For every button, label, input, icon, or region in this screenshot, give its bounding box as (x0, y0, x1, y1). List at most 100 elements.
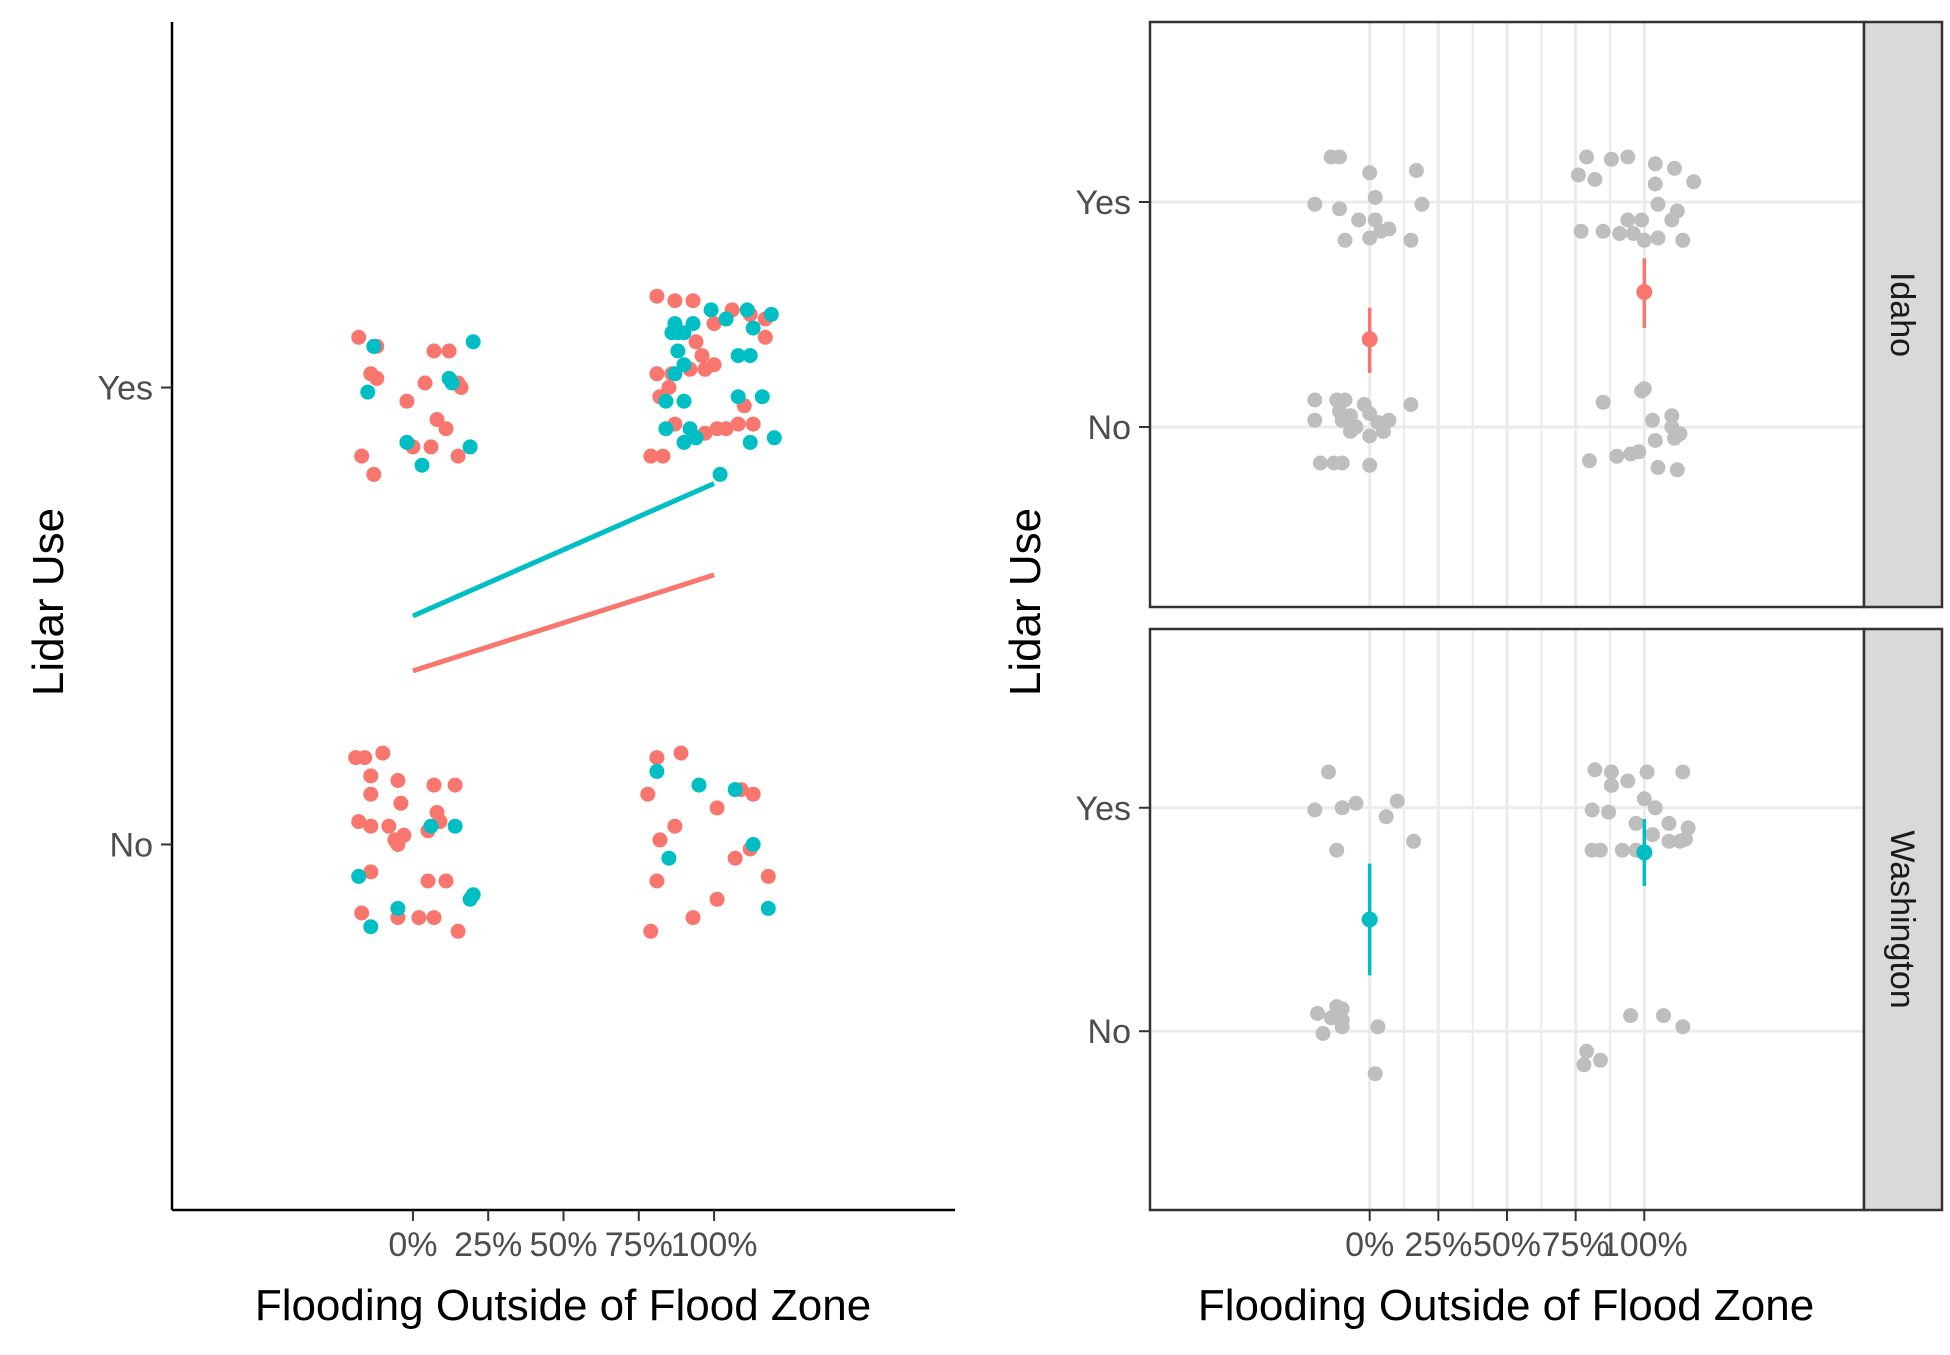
grey-point-0-48 (1381, 412, 1397, 428)
point-series-1-18 (670, 343, 686, 359)
point-series-0-51 (393, 795, 409, 811)
grey-point-1-2 (1334, 800, 1350, 816)
point-series-0-81 (709, 891, 725, 907)
point-series-1-30 (676, 434, 692, 450)
grey-point-0-4 (1307, 196, 1323, 212)
grey-point-0-17 (1620, 149, 1636, 165)
grey-point-0-45 (1334, 412, 1350, 428)
grey-point-0-21 (1587, 172, 1603, 187)
estimate-point-1 (1636, 844, 1653, 861)
point-series-1-7 (462, 439, 478, 455)
grey-point-0-70 (1669, 462, 1685, 478)
point-series-0-42 (655, 448, 671, 464)
point-series-1-19 (730, 348, 746, 364)
point-series-0-38 (718, 421, 734, 437)
right-x-tick-label: 100% (1601, 1226, 1688, 1264)
grey-point-1-29 (1310, 1005, 1325, 1021)
grey-point-0-6 (1367, 190, 1383, 205)
right-y-tick-label: No (1088, 409, 1131, 447)
grey-point-0-59 (1664, 408, 1680, 424)
grey-point-0-3 (1408, 163, 1424, 178)
grey-point-1-21 (1680, 820, 1696, 836)
grey-point-0-43 (1403, 397, 1419, 412)
point-series-1-9 (739, 302, 755, 318)
point-series-1-20 (742, 348, 758, 364)
point-series-0-7 (441, 343, 457, 359)
grey-point-0-30 (1595, 223, 1611, 239)
point-series-0-25 (757, 329, 773, 345)
right-x-axis-title: Flooding Outside of Flood Zone (1198, 1281, 1814, 1330)
grey-point-0-1 (1332, 149, 1347, 165)
point-series-0-49 (447, 777, 463, 793)
point-series-1-43 (727, 782, 743, 798)
left-x-tick-label: 50% (529, 1226, 597, 1264)
point-series-1-38 (447, 818, 463, 834)
grey-point-0-10 (1337, 232, 1353, 248)
point-series-0-0 (351, 329, 367, 345)
grey-point-1-0 (1321, 764, 1336, 780)
fit-line-series-1 (411, 481, 716, 619)
left-x-tick-label: 0% (388, 1226, 437, 1264)
grey-point-0-8 (1351, 212, 1367, 228)
grey-point-1-10 (1639, 764, 1655, 780)
grey-point-1-9 (1603, 764, 1619, 780)
estimate-point-0 (1361, 331, 1378, 348)
point-series-1-31 (742, 434, 758, 450)
left-chart: No Yes 0% 25% 50% 75%100% Flooding Outside o… (24, 22, 955, 1330)
grey-point-1-1 (1307, 802, 1323, 818)
grey-point-1-14 (1584, 802, 1600, 818)
point-series-0-15 (423, 439, 439, 455)
point-series-1-24 (676, 393, 692, 409)
grey-point-1-3 (1348, 795, 1364, 811)
point-series-0-68 (450, 923, 466, 939)
grey-point-1-17 (1647, 800, 1663, 816)
point-series-1-27 (658, 421, 674, 437)
grey-point-0-9 (1367, 212, 1383, 228)
point-series-0-3 (369, 370, 385, 386)
facet-strip (1862, 627, 1944, 1212)
point-series-1-23 (658, 393, 674, 409)
grey-point-1-40 (1579, 1043, 1595, 1059)
grey-point-0-37 (1307, 392, 1323, 408)
grey-point-0-13 (1381, 221, 1397, 237)
grey-point-0-65 (1581, 453, 1597, 469)
point-series-0-39 (730, 416, 746, 432)
grey-point-0-54 (1334, 455, 1350, 471)
grey-point-0-11 (1362, 230, 1378, 246)
grey-point-1-43 (1675, 1019, 1691, 1035)
point-series-1-26 (754, 389, 770, 405)
grey-point-1-22 (1661, 833, 1677, 849)
point-series-1-33 (712, 466, 728, 482)
point-series-0-66 (411, 910, 427, 926)
grey-point-0-69 (1650, 460, 1666, 475)
left-y-tick-label: No (110, 826, 153, 864)
point-series-0-41 (643, 448, 659, 464)
grey-point-1-36 (1315, 1026, 1331, 1041)
point-series-0-52 (351, 814, 367, 830)
point-series-1-34 (351, 868, 367, 884)
point-series-1-37 (423, 818, 439, 834)
point-series-1-22 (667, 366, 683, 382)
fit-line-series-0 (412, 572, 715, 674)
grey-point-1-34 (1334, 1019, 1350, 1035)
point-series-1-29 (688, 430, 704, 446)
grey-point-1-4 (1378, 809, 1394, 825)
right-x-tick-label: 0% (1345, 1226, 1394, 1264)
grey-point-0-15 (1579, 149, 1595, 165)
grey-point-0-18 (1647, 156, 1663, 172)
point-series-0-61 (363, 864, 379, 880)
facet-strip-label: Idaho (1883, 272, 1921, 357)
point-series-0-54 (381, 818, 397, 834)
point-series-0-19 (685, 293, 701, 309)
right-x-ticks: 0% 25% 50% 75%100% (1345, 1210, 1688, 1264)
point-series-1-36 (390, 900, 406, 916)
point-series-1-8 (703, 302, 719, 318)
panel-idaho: Idaho No Yes (1076, 20, 1944, 609)
point-series-1-17 (664, 325, 680, 341)
grey-point-1-26 (1678, 831, 1693, 847)
right-y-axis-title: Lidar Use (1001, 508, 1050, 696)
left-x-tick-label: 75% (605, 1226, 673, 1264)
point-series-1-4 (360, 384, 376, 400)
point-series-1-15 (718, 311, 734, 327)
point-series-0-79 (649, 873, 665, 889)
